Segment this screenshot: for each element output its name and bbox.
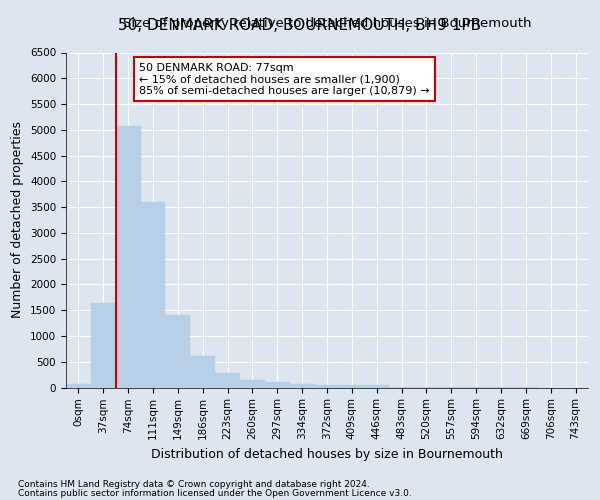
- Title: Size of property relative to detached houses in Bournemouth: Size of property relative to detached ho…: [123, 18, 531, 30]
- Bar: [265, 382, 290, 388]
- Bar: [215, 372, 240, 388]
- Bar: [389, 387, 414, 388]
- Bar: [364, 385, 389, 388]
- Bar: [116, 126, 140, 388]
- Bar: [240, 380, 265, 388]
- Bar: [166, 315, 190, 388]
- Text: 50, DENMARK ROAD, BOURNEMOUTH, BH9 1PB: 50, DENMARK ROAD, BOURNEMOUTH, BH9 1PB: [118, 18, 482, 32]
- Bar: [290, 384, 314, 388]
- Bar: [140, 202, 166, 388]
- Text: 50 DENMARK ROAD: 77sqm
← 15% of detached houses are smaller (1,900)
85% of semi-: 50 DENMARK ROAD: 77sqm ← 15% of detached…: [139, 62, 430, 96]
- Bar: [66, 384, 91, 388]
- Bar: [190, 356, 215, 388]
- Bar: [91, 303, 116, 388]
- Text: Contains public sector information licensed under the Open Government Licence v3: Contains public sector information licen…: [18, 488, 412, 498]
- X-axis label: Distribution of detached houses by size in Bournemouth: Distribution of detached houses by size …: [151, 448, 503, 460]
- Bar: [340, 385, 364, 388]
- Bar: [314, 384, 340, 388]
- Y-axis label: Number of detached properties: Number of detached properties: [11, 122, 25, 318]
- Text: Contains HM Land Registry data © Crown copyright and database right 2024.: Contains HM Land Registry data © Crown c…: [18, 480, 370, 489]
